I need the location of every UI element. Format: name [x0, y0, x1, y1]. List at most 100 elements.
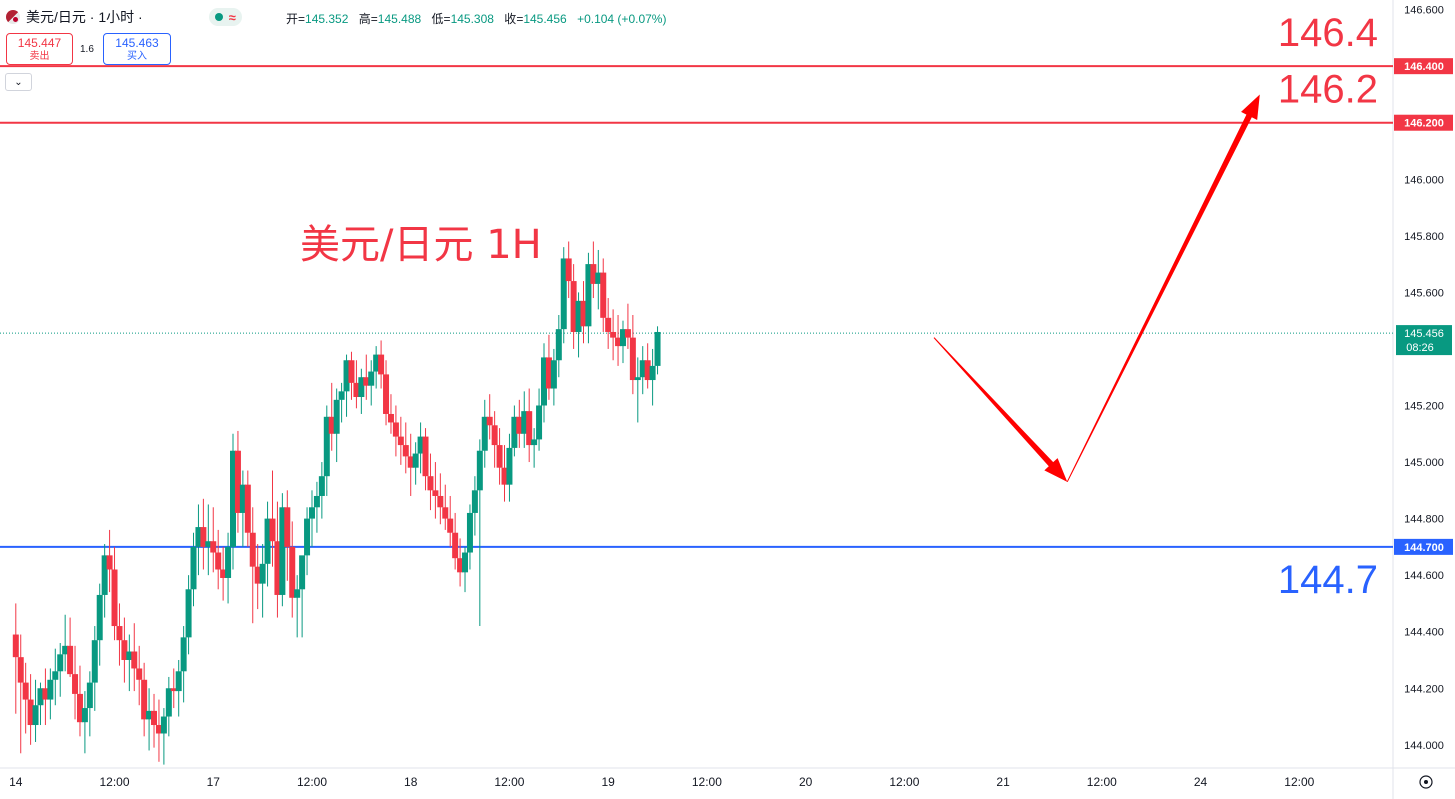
candle-body	[565, 258, 572, 282]
candle	[62, 614, 69, 672]
candle-body	[412, 453, 419, 468]
candle-body	[531, 439, 538, 446]
sell-price: 145.447	[17, 36, 62, 50]
price-tick-label: 146.600	[1404, 5, 1444, 17]
candle-body	[210, 541, 217, 553]
candle	[170, 668, 177, 709]
candle	[111, 546, 118, 641]
candle-body	[363, 377, 370, 386]
sell-label: 卖出	[29, 51, 50, 62]
candle-body	[225, 546, 232, 578]
candle-body	[284, 507, 291, 547]
candle	[333, 388, 340, 463]
candle	[511, 405, 518, 457]
market-status-pill[interactable]: ≈	[208, 8, 242, 26]
candle	[279, 493, 286, 607]
candle-body	[91, 640, 98, 683]
candle	[22, 662, 29, 734]
candle-body	[526, 411, 533, 446]
candle	[383, 360, 390, 426]
candle	[131, 623, 138, 692]
axis-settings-icon[interactable]	[1419, 775, 1433, 789]
candle	[442, 484, 449, 530]
candle-body	[96, 594, 103, 641]
candle-body	[62, 645, 69, 655]
low-value: 145.308	[450, 12, 494, 26]
candle	[605, 298, 612, 349]
candle	[447, 495, 454, 547]
candle-body	[437, 495, 444, 508]
close-label: 收	[504, 12, 517, 26]
collapse-chevron-icon[interactable]: ⌄	[5, 73, 32, 91]
candle	[343, 354, 350, 417]
candle	[486, 394, 493, 440]
candle	[81, 691, 88, 754]
market-open-dot-icon	[214, 13, 223, 21]
candle-body	[106, 555, 113, 570]
price-tick-label: 144.600	[1404, 570, 1444, 582]
candle	[160, 708, 167, 765]
price-tick-label: 145.000	[1404, 457, 1444, 469]
candle-body	[486, 416, 493, 426]
level-annotation: 144.7	[1278, 558, 1378, 602]
candle	[506, 433, 513, 502]
candle-body	[27, 699, 34, 726]
candle	[363, 354, 370, 400]
symbol-header[interactable]: 美元/日元 · 1小时 · ≈	[6, 8, 242, 26]
candle	[600, 258, 607, 332]
candle	[654, 326, 661, 375]
candle	[590, 241, 597, 299]
candle-body	[17, 657, 24, 683]
candle	[476, 439, 483, 627]
candle	[37, 682, 44, 726]
delayed-data-icon: ≈	[228, 9, 236, 25]
price-tick-label: 146.000	[1404, 174, 1444, 186]
candle-body	[264, 518, 271, 564]
buy-button[interactable]: 145.463 买入	[103, 33, 171, 65]
candle	[323, 405, 330, 496]
candle	[412, 442, 419, 485]
candle-body	[333, 399, 340, 434]
candle	[585, 252, 592, 344]
candle	[417, 422, 424, 474]
candle-body	[644, 360, 651, 381]
price-tick-label: 144.400	[1404, 627, 1444, 639]
candle-body	[624, 329, 631, 338]
candle	[368, 360, 375, 406]
sell-button[interactable]: 145.447 卖出	[6, 33, 73, 65]
candle-body	[42, 688, 49, 700]
level-axis-label: 146.400	[1404, 61, 1444, 73]
candle-body	[269, 518, 276, 542]
candle	[541, 343, 548, 423]
candle-body	[215, 552, 222, 570]
candle-body	[545, 357, 552, 389]
candle	[42, 668, 49, 726]
candle-body	[516, 416, 523, 434]
candle	[407, 433, 414, 496]
candle	[615, 315, 622, 366]
candle-body	[511, 416, 518, 448]
candle-body	[619, 329, 626, 347]
candle	[575, 292, 582, 358]
time-tick-label: 21	[996, 775, 1010, 789]
candle	[560, 247, 567, 344]
candle	[299, 555, 306, 638]
candle	[387, 394, 394, 434]
candle	[358, 368, 365, 414]
candle	[284, 490, 291, 581]
symbol-title[interactable]: 美元/日元 · 1小时 ·	[26, 9, 143, 25]
candle	[175, 659, 182, 717]
candle-body	[402, 445, 409, 457]
settings-ring	[1419, 775, 1433, 789]
candle	[32, 679, 39, 742]
candle	[101, 544, 108, 618]
candle-body	[343, 360, 350, 392]
candle-body	[165, 688, 172, 717]
candle-body	[313, 495, 320, 508]
time-tick-label: 12:00	[297, 775, 327, 789]
candle	[294, 575, 301, 638]
candle	[545, 334, 552, 400]
candle	[595, 249, 602, 310]
candle	[491, 411, 498, 468]
